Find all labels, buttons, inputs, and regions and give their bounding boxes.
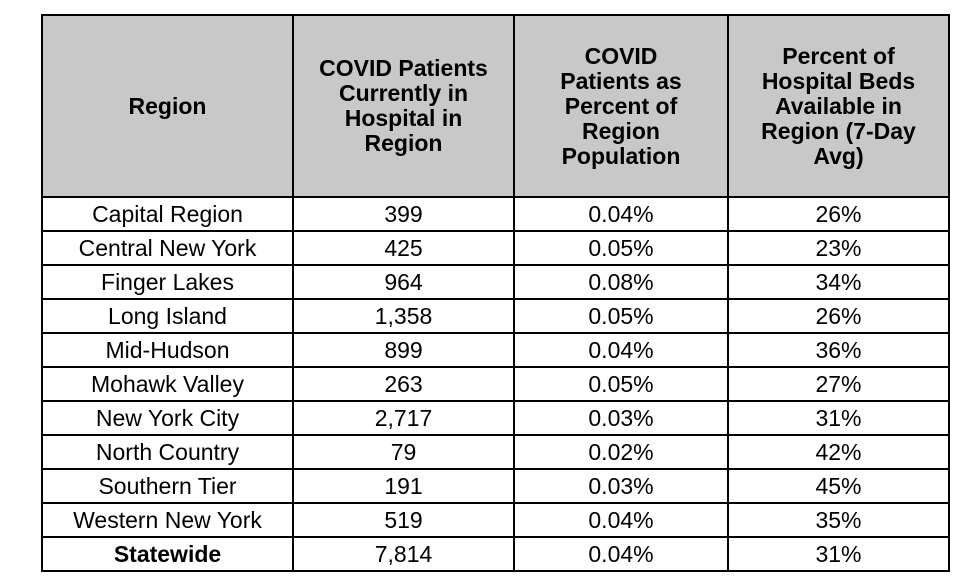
total-row: Statewide 7,814 0.04% 31%: [41, 536, 950, 572]
region-cell: Capital Region: [41, 196, 294, 232]
region-cell: Statewide: [41, 536, 294, 572]
header-line: COVID: [584, 42, 658, 69]
pct-population-cell: 0.08%: [513, 264, 729, 300]
covid-hospital-table: Region COVID Patients Currently in Hospital…: [41, 14, 950, 572]
pct-beds-cell: 45%: [727, 468, 950, 504]
header-region: Region: [41, 14, 294, 198]
table-row: Long Island 1,358 0.05% 26%: [41, 298, 950, 334]
header-pct-population: COVID Patients as Percent of Region Populati…: [513, 14, 729, 198]
region-cell: Mid-Hudson: [41, 332, 294, 368]
patients-cell: 899: [292, 332, 515, 368]
region-cell: North Country: [41, 434, 294, 470]
pct-population-cell: 0.04%: [513, 196, 729, 232]
pct-beds-cell: 31%: [727, 400, 950, 436]
header-line: Population: [561, 142, 681, 169]
header-row: Region COVID Patients Currently in Hospital…: [41, 14, 950, 198]
patients-cell: 79: [292, 434, 515, 470]
pct-population-cell: 0.03%: [513, 400, 729, 436]
pct-beds-cell: 42%: [727, 434, 950, 470]
patients-cell: 7,814: [292, 536, 515, 572]
region-cell: Mohawk Valley: [41, 366, 294, 402]
header-line: Patients as: [560, 67, 682, 94]
pct-beds-cell: 34%: [727, 264, 950, 300]
patients-cell: 399: [292, 196, 515, 232]
header-line: Hospital in: [344, 105, 463, 131]
table-header: Region COVID Patients Currently in Hospital…: [41, 14, 950, 198]
pct-beds-cell: 23%: [727, 230, 950, 266]
table-row: North Country 79 0.02% 42%: [41, 434, 950, 470]
pct-population-cell: 0.03%: [513, 468, 729, 504]
region-cell: Southern Tier: [41, 468, 294, 504]
table-row: Central New York 425 0.05% 23%: [41, 230, 950, 266]
region-cell: Finger Lakes: [41, 264, 294, 300]
patients-cell: 519: [292, 502, 515, 538]
table-row: Southern Tier 191 0.03% 45%: [41, 468, 950, 504]
pct-beds-cell: 26%: [727, 196, 950, 232]
region-cell: New York City: [41, 400, 294, 436]
pct-beds-cell: 27%: [727, 366, 950, 402]
pct-population-cell: 0.04%: [513, 332, 729, 368]
header-line: Region: [128, 92, 207, 119]
header-line: Hospital Beds: [761, 67, 916, 94]
pct-beds-cell: 35%: [727, 502, 950, 538]
header-line: Percent of: [564, 92, 678, 119]
header-pct-beds: Percent of Hospital Beds Available in Regio…: [727, 14, 950, 198]
pct-population-cell: 0.05%: [513, 366, 729, 402]
patients-cell: 263: [292, 366, 515, 402]
table-row: Western New York 519 0.04% 35%: [41, 502, 950, 538]
header-line: Currently in: [338, 80, 469, 106]
patients-cell: 191: [292, 468, 515, 504]
pct-beds-cell: 31%: [727, 536, 950, 572]
table-row: Mid-Hudson 899 0.04% 36%: [41, 332, 950, 368]
pct-population-cell: 0.05%: [513, 298, 729, 334]
region-cell: Long Island: [41, 298, 294, 334]
pct-beds-cell: 26%: [727, 298, 950, 334]
header-line: Region: [582, 117, 660, 144]
header-line: Percent of: [782, 42, 895, 69]
header-line: Region (7-Day: [761, 117, 916, 144]
table-row: Mohawk Valley 263 0.05% 27%: [41, 366, 950, 402]
region-cell: Western New York: [41, 502, 294, 538]
header-line: Avg): [813, 142, 864, 169]
pct-population-cell: 0.04%: [513, 502, 729, 538]
patients-cell: 425: [292, 230, 515, 266]
pct-beds-cell: 36%: [727, 332, 950, 368]
pct-population-cell: 0.04%: [513, 536, 729, 572]
header-line: COVID Patients: [319, 55, 488, 81]
patients-cell: 964: [292, 264, 515, 300]
pct-population-cell: 0.02%: [513, 434, 729, 470]
header-line: Available in: [775, 92, 902, 119]
table-row: Finger Lakes 964 0.08% 34%: [41, 264, 950, 300]
table-row: Capital Region 399 0.04% 26%: [41, 196, 950, 232]
region-cell: Central New York: [41, 230, 294, 266]
pct-population-cell: 0.05%: [513, 230, 729, 266]
header-line: Region: [364, 130, 443, 156]
table-row: New York City 2,717 0.03% 31%: [41, 400, 950, 436]
header-patients: COVID Patients Currently in Hospital in Reg…: [292, 14, 515, 198]
patients-cell: 2,717: [292, 400, 515, 436]
table-body: Capital Region 399 0.04% 26% Central New Yor…: [41, 196, 950, 572]
patients-cell: 1,358: [292, 298, 515, 334]
